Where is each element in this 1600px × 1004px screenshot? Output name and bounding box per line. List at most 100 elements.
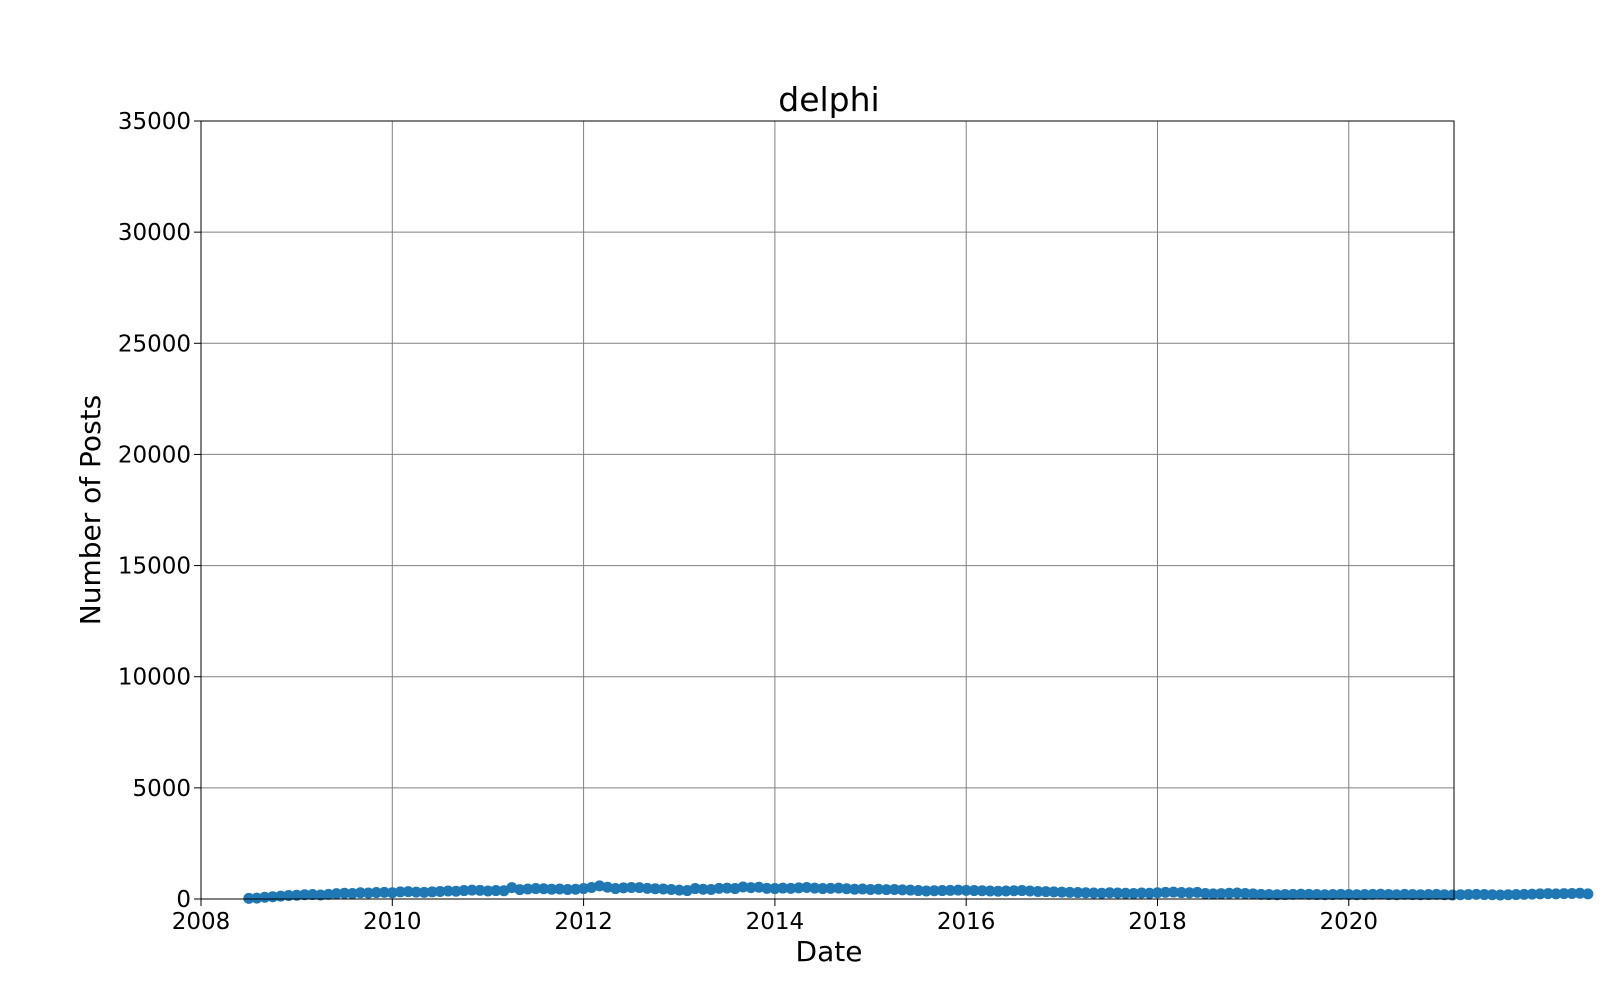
data-point bbox=[530, 883, 542, 895]
data-point bbox=[1415, 889, 1427, 901]
data-point bbox=[307, 889, 319, 901]
x-tick-label: 2016 bbox=[937, 909, 996, 935]
data-point bbox=[1542, 888, 1554, 900]
data-point bbox=[928, 885, 940, 897]
data-point bbox=[912, 885, 924, 897]
data-point bbox=[673, 884, 685, 896]
data-point bbox=[1167, 886, 1179, 898]
data-point bbox=[849, 883, 861, 895]
data-point bbox=[554, 883, 566, 895]
y-tick-label: 20000 bbox=[118, 442, 191, 468]
data-point bbox=[865, 883, 877, 895]
x-tick-label: 2020 bbox=[1320, 909, 1379, 935]
data-point bbox=[992, 885, 1004, 897]
data-point bbox=[1040, 886, 1052, 898]
data-point bbox=[1096, 887, 1108, 899]
data-point bbox=[394, 886, 406, 898]
data-point bbox=[1510, 889, 1522, 901]
data-point bbox=[1470, 888, 1482, 900]
y-tick-label: 30000 bbox=[118, 220, 191, 246]
data-point bbox=[283, 889, 295, 901]
x-tick-label: 2014 bbox=[746, 909, 805, 935]
data-point bbox=[259, 891, 271, 903]
data-point bbox=[370, 887, 382, 899]
data-point bbox=[570, 883, 582, 895]
data-point bbox=[952, 884, 964, 896]
data-point bbox=[1367, 888, 1379, 900]
data-point bbox=[713, 882, 725, 894]
data-point bbox=[1247, 888, 1259, 900]
axis-ticks: 2008 2010 2012 2014 2016 2018 2020 0 5000 10000 15… bbox=[118, 109, 1378, 935]
data-point bbox=[793, 882, 805, 894]
data-point bbox=[386, 887, 398, 899]
data-point bbox=[362, 887, 374, 899]
data-point bbox=[1120, 887, 1132, 899]
data-point bbox=[1159, 886, 1171, 898]
data-point bbox=[482, 885, 494, 897]
data-point bbox=[1478, 889, 1490, 901]
data-point bbox=[522, 883, 534, 895]
data-point bbox=[1422, 889, 1434, 901]
data-point bbox=[1271, 889, 1283, 901]
y-tick-label: 25000 bbox=[118, 331, 191, 357]
data-point bbox=[801, 881, 813, 893]
data-point bbox=[1566, 887, 1578, 899]
data-point bbox=[1526, 888, 1538, 900]
data-point bbox=[1207, 888, 1219, 900]
data-point bbox=[1287, 888, 1299, 900]
data-point bbox=[299, 889, 311, 901]
data-point bbox=[1558, 888, 1570, 900]
y-tick-label: 15000 bbox=[118, 554, 191, 580]
data-point bbox=[649, 883, 661, 895]
data-point bbox=[1391, 889, 1403, 901]
y-tick-label: 5000 bbox=[132, 776, 191, 802]
data-point bbox=[378, 886, 390, 898]
data-point bbox=[291, 889, 303, 901]
data-point bbox=[825, 882, 837, 894]
data-point bbox=[1430, 888, 1442, 900]
data-point bbox=[689, 883, 701, 895]
data-point bbox=[251, 892, 263, 904]
data-point bbox=[1279, 889, 1291, 901]
data-point bbox=[880, 884, 892, 896]
data-point bbox=[267, 891, 279, 903]
data-point bbox=[833, 882, 845, 894]
data-point bbox=[338, 887, 350, 899]
data-point bbox=[1351, 889, 1363, 901]
data-point bbox=[1032, 885, 1044, 897]
x-tick-label: 2018 bbox=[1128, 909, 1187, 935]
data-point bbox=[1128, 887, 1140, 899]
grid-lines bbox=[200, 120, 1454, 900]
data-point bbox=[1064, 886, 1076, 898]
y-tick-label: 35000 bbox=[118, 109, 191, 135]
data-point bbox=[1359, 889, 1371, 901]
data-point bbox=[1000, 885, 1012, 897]
data-point bbox=[769, 883, 781, 895]
data-point bbox=[1199, 887, 1211, 899]
data-point bbox=[1080, 887, 1092, 899]
data-point bbox=[1486, 889, 1498, 901]
data-point bbox=[1327, 889, 1339, 901]
data-point bbox=[1183, 887, 1195, 899]
data-point bbox=[418, 886, 430, 898]
data-point bbox=[1494, 889, 1506, 901]
data-point bbox=[1215, 888, 1227, 900]
data-point bbox=[1295, 888, 1307, 900]
data-point bbox=[665, 883, 677, 895]
data-point bbox=[1008, 885, 1020, 897]
data-point bbox=[641, 882, 653, 894]
data-point bbox=[562, 883, 574, 895]
data-point bbox=[514, 884, 526, 896]
data-point bbox=[346, 887, 358, 899]
data-point bbox=[434, 885, 446, 897]
data-point bbox=[657, 883, 669, 895]
data-point bbox=[1223, 887, 1235, 899]
data-point bbox=[490, 885, 502, 897]
data-point bbox=[817, 883, 829, 895]
data-point bbox=[1582, 888, 1594, 900]
data-point bbox=[1151, 887, 1163, 899]
data-point bbox=[474, 884, 486, 896]
x-axis-label: Date bbox=[796, 935, 863, 968]
data-point bbox=[904, 884, 916, 896]
